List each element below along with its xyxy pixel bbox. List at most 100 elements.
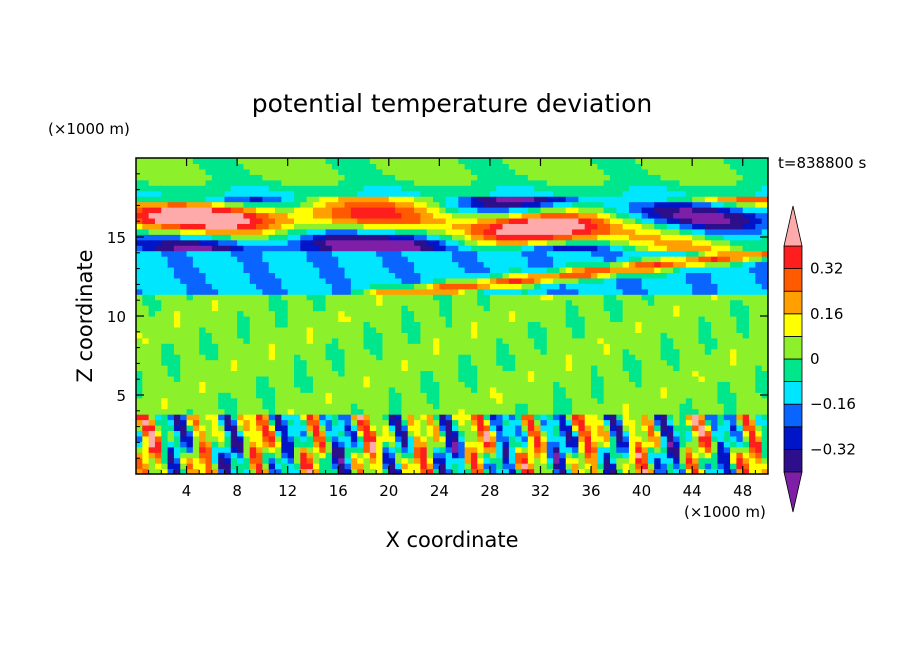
contour-cell xyxy=(205,288,213,295)
contour-cell xyxy=(312,283,320,290)
contour-cell xyxy=(186,256,194,263)
contour-cell xyxy=(192,158,200,165)
contour-cell xyxy=(420,326,428,333)
contour-cell xyxy=(388,201,396,208)
contour-cell xyxy=(281,332,289,339)
contour-cell xyxy=(470,370,478,377)
contour-cell xyxy=(673,392,681,399)
contour-cell xyxy=(161,234,169,241)
contour-cell xyxy=(546,332,554,339)
contour-cell xyxy=(161,212,169,219)
contour-cell xyxy=(218,266,226,274)
contour-cell xyxy=(502,196,510,203)
contour-cell xyxy=(673,283,681,290)
contour-cell xyxy=(237,196,245,203)
contour-cell xyxy=(312,163,320,170)
contour-cell xyxy=(186,408,194,415)
contour-cell xyxy=(382,288,390,295)
contour-cell xyxy=(388,468,396,474)
contour-cell xyxy=(515,419,523,426)
contour-cell xyxy=(148,261,156,268)
contour-cell xyxy=(546,375,554,382)
contour-cell xyxy=(559,266,567,274)
contour-cell xyxy=(534,294,542,301)
contour-cell xyxy=(275,430,282,437)
contour-cell xyxy=(287,272,295,279)
contour-cell xyxy=(376,430,384,437)
contour-cell xyxy=(148,179,156,186)
contour-cell xyxy=(319,305,327,312)
contour-cell xyxy=(319,419,327,426)
contour-cell xyxy=(369,272,377,279)
contour-cell xyxy=(420,201,428,208)
contour-cell xyxy=(610,239,617,246)
contour-cell xyxy=(515,299,523,306)
contour-cell xyxy=(363,452,371,459)
contour-cell xyxy=(553,272,561,279)
contour-cell xyxy=(502,217,510,224)
contour-cell xyxy=(572,305,579,312)
contour-cell xyxy=(218,408,226,415)
contour-cell xyxy=(363,158,371,165)
contour-cell xyxy=(205,294,213,301)
contour-cell xyxy=(199,332,207,339)
contour-cell xyxy=(268,305,276,312)
contour-cell xyxy=(369,430,377,437)
contour-cell xyxy=(205,310,213,317)
contour-cell xyxy=(572,288,579,295)
contour-cell xyxy=(470,294,478,301)
contour-cell xyxy=(591,375,598,382)
contour-cell xyxy=(161,365,169,372)
contour-cell xyxy=(211,419,219,426)
contour-cell xyxy=(395,223,403,230)
contour-cell xyxy=(584,163,592,170)
contour-cell xyxy=(559,261,567,268)
contour-cell xyxy=(218,430,226,437)
contour-cell xyxy=(660,294,668,301)
contour-cell xyxy=(205,359,213,366)
contour-cell xyxy=(161,239,169,246)
contour-cell xyxy=(452,463,459,470)
contour-cell xyxy=(622,365,630,372)
contour-cell xyxy=(173,386,181,393)
contour-cell xyxy=(395,392,403,399)
contour-cell xyxy=(647,310,655,317)
contour-cell xyxy=(338,430,346,437)
contour-cell xyxy=(388,441,396,448)
contour-cell xyxy=(489,239,497,246)
contour-cell xyxy=(275,403,282,410)
contour-cell xyxy=(300,163,308,170)
contour-cell xyxy=(218,299,226,306)
contour-cell xyxy=(673,452,681,459)
contour-cell xyxy=(148,457,156,464)
contour-cell xyxy=(489,326,497,333)
contour-cell xyxy=(641,441,649,448)
contour-cell xyxy=(635,305,643,312)
contour-cell xyxy=(325,424,333,432)
contour-cell xyxy=(439,158,447,165)
contour-cell xyxy=(407,158,415,165)
contour-cell xyxy=(584,343,592,350)
contour-cell xyxy=(230,419,238,426)
contour-cell xyxy=(483,207,491,214)
contour-cell xyxy=(445,256,453,263)
contour-cell xyxy=(192,386,200,393)
contour-cell xyxy=(395,294,403,301)
contour-cell xyxy=(477,381,485,388)
contour-cell xyxy=(572,419,579,426)
contour-cell xyxy=(148,288,156,295)
contour-cell xyxy=(559,332,567,339)
contour-cell xyxy=(344,185,352,192)
contour-cell xyxy=(294,332,301,339)
contour-cell xyxy=(521,403,529,410)
contour-cell xyxy=(300,348,308,355)
contour-cell xyxy=(224,239,232,246)
contour-cell xyxy=(635,250,643,257)
contour-cell xyxy=(603,419,611,426)
contour-cell xyxy=(211,261,219,268)
contour-cell xyxy=(186,277,194,284)
contour-cell xyxy=(647,201,655,208)
contour-cell xyxy=(489,185,497,192)
contour-cell xyxy=(534,386,542,393)
contour-cell xyxy=(666,452,674,459)
